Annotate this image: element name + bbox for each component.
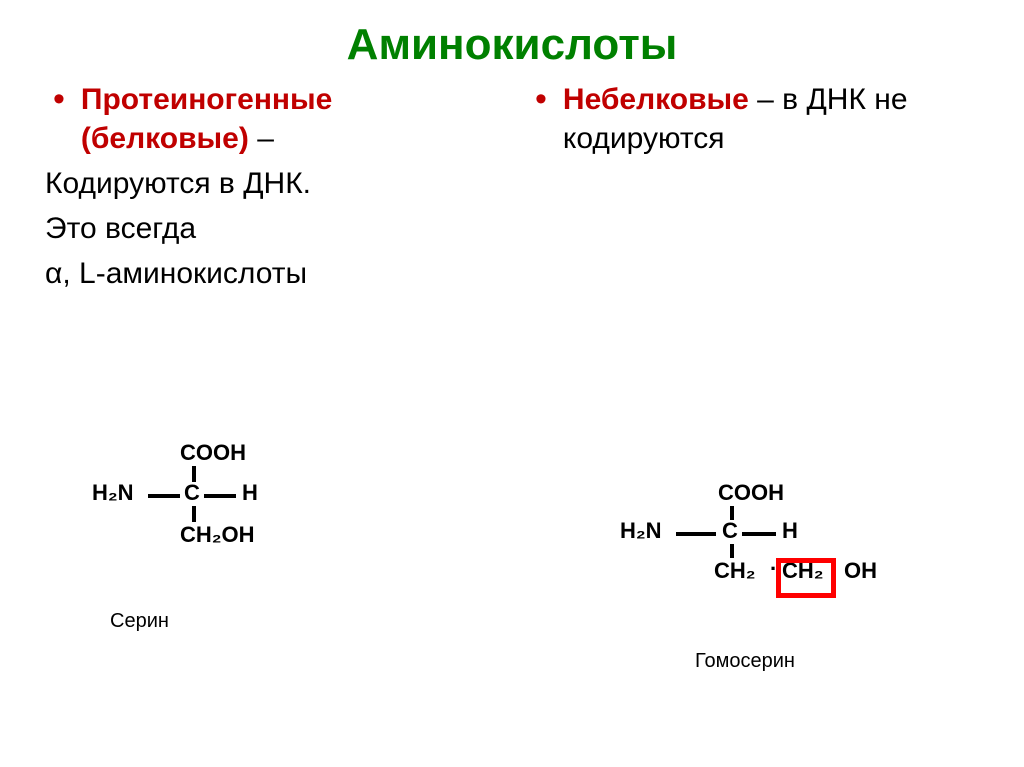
left-line3: α, L-аминокислоты bbox=[45, 254, 497, 293]
chem-oh: OH bbox=[844, 558, 877, 584]
chem-label-homoserine: Гомосерин bbox=[695, 650, 795, 673]
columns: • Протеиногенные (белковые) – Кодируются… bbox=[0, 70, 1024, 293]
chem-h: H bbox=[242, 480, 258, 506]
chem-cooh: COOH bbox=[180, 440, 246, 466]
bullet-icon: • bbox=[53, 80, 65, 118]
left-dash: – bbox=[249, 122, 274, 155]
chem-bond bbox=[204, 494, 236, 498]
slide: Аминокислоты • Протеиногенные (белковые)… bbox=[0, 0, 1024, 767]
right-column: • Небелковые – в ДНК не кодируются bbox=[512, 80, 994, 293]
chem-bond bbox=[192, 506, 196, 522]
chem-h: H bbox=[782, 518, 798, 544]
chem-bond bbox=[148, 494, 180, 498]
chem-bond bbox=[742, 532, 776, 536]
left-column: • Протеиногенные (белковые) – Кодируются… bbox=[30, 80, 512, 293]
chem-ch2oh: CH₂OH bbox=[180, 522, 255, 548]
right-emph: Небелковые bbox=[563, 83, 749, 116]
chem-c: C bbox=[722, 518, 738, 544]
right-emph-block: Небелковые – в ДНК не кодируются bbox=[563, 80, 979, 158]
bullet-icon: • bbox=[535, 80, 547, 118]
slide-title: Аминокислоты bbox=[0, 0, 1024, 70]
left-line2: Это всегда bbox=[45, 209, 497, 248]
chem-bond bbox=[676, 532, 716, 536]
chem-h2n: H₂N bbox=[620, 518, 662, 544]
highlight-box bbox=[776, 558, 836, 598]
left-emph: Протеиногенные (белковые) bbox=[81, 83, 332, 155]
chem-h2n: H₂N bbox=[92, 480, 134, 506]
chem-ch2: CH₂ bbox=[714, 558, 756, 584]
chem-label-serine: Серин bbox=[110, 610, 169, 633]
chem-c: C bbox=[184, 480, 200, 506]
left-line1: Кодируются в ДНК. bbox=[45, 164, 497, 203]
left-bullet-line: • Протеиногенные (белковые) – bbox=[45, 80, 497, 158]
right-bullet-line: • Небелковые – в ДНК не кодируются bbox=[527, 80, 979, 158]
chem-cooh: COOH bbox=[718, 480, 784, 506]
chem-bond bbox=[730, 544, 734, 558]
left-emph-block: Протеиногенные (белковые) – bbox=[81, 80, 497, 158]
